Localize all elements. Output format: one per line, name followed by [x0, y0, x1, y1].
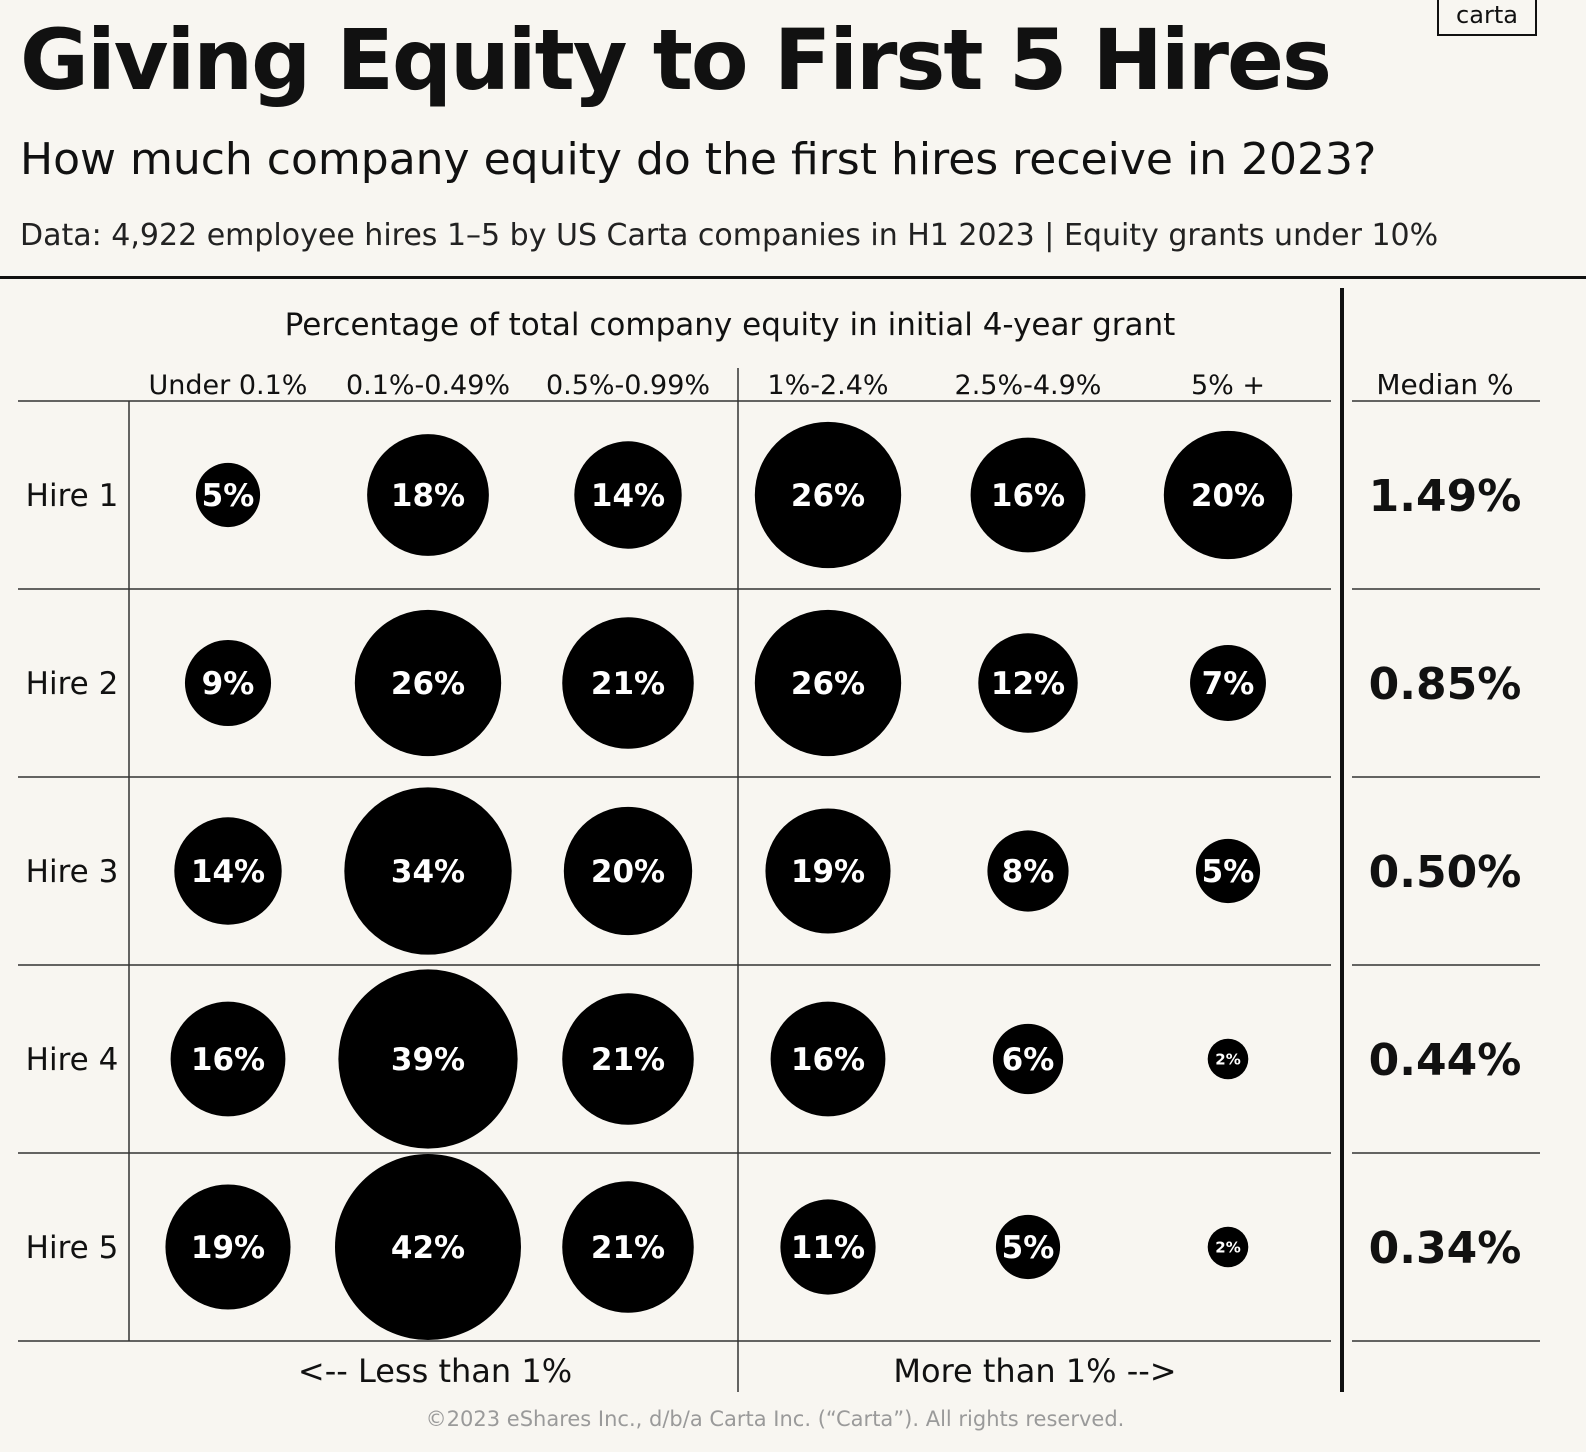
bubbles: 5% 18% 14% 26% 16% 20% 9% 26% 21% 26% 12% 7% 14% 34% 2…	[165, 421, 1293, 1340]
carta-logo: carta	[1437, 0, 1537, 36]
bubble	[165, 1184, 291, 1310]
median-value: 1.49%	[1369, 471, 1522, 522]
bubble-label: 5%	[1202, 854, 1255, 890]
bubble-label: 39%	[391, 1042, 465, 1078]
bubble-label: 16%	[791, 1042, 865, 1078]
bubble	[170, 1001, 286, 1117]
bubble	[1207, 1038, 1249, 1080]
bubble	[1195, 838, 1261, 904]
column-header: 0.5%-0.99%	[546, 370, 710, 401]
bubble	[354, 609, 502, 757]
median-value: 0.44%	[1369, 1035, 1522, 1086]
bubble	[770, 1001, 886, 1117]
bubble-label: 11%	[791, 1230, 865, 1266]
bubble-label: 20%	[591, 854, 665, 890]
bubble-label: 16%	[991, 478, 1065, 514]
bubble	[338, 969, 518, 1149]
column-headers: Under 0.1% 0.1%-0.49% 0.5%-0.99% 1%-2.4% 2.5…	[149, 370, 1265, 401]
bubble	[780, 1199, 876, 1295]
column-header: 5% +	[1191, 370, 1265, 401]
bubble-label: 21%	[591, 1042, 665, 1078]
row-labels: Hire 1 Hire 2 Hire 3 Hire 4 Hire 5	[26, 478, 119, 1266]
bubble-label: 14%	[191, 854, 265, 890]
more-than-1-label: More than 1% -->	[893, 1352, 1176, 1390]
bubble	[1207, 1226, 1249, 1268]
bubble-label: 8%	[1002, 854, 1055, 890]
bubble	[563, 806, 693, 936]
bubble-label: 6%	[1002, 1042, 1055, 1078]
column-header: 1%-2.4%	[767, 370, 888, 401]
bubble-label: 5%	[202, 478, 255, 514]
bubble-label: 18%	[391, 478, 465, 514]
bubble	[562, 993, 694, 1125]
column-header: Under 0.1%	[149, 370, 308, 401]
bubble	[754, 609, 902, 757]
bubble	[995, 1214, 1061, 1280]
bubble	[970, 437, 1086, 553]
bubble-label: 26%	[791, 666, 865, 702]
bubble-label: 26%	[391, 666, 465, 702]
bubble	[335, 1154, 521, 1340]
bubble-label: 19%	[191, 1230, 265, 1266]
bubble-label: 7%	[1202, 666, 1255, 702]
row-label: Hire 2	[26, 666, 119, 702]
bubble	[195, 462, 261, 528]
data-source-note: Data: 4,922 employee hires 1–5 by US Car…	[20, 218, 1439, 253]
bubble	[987, 830, 1069, 912]
less-than-1-label: <-- Less than 1%	[298, 1352, 572, 1390]
bubble-label: 16%	[191, 1042, 265, 1078]
median-values: 1.49% 0.85% 0.50% 0.44% 0.34%	[1369, 471, 1522, 1274]
header-divider	[0, 276, 1586, 279]
bubble-label: 34%	[391, 854, 465, 890]
row-label: Hire 5	[26, 1230, 119, 1266]
bubble	[1190, 645, 1266, 721]
median-column-header: Median %	[1376, 368, 1513, 401]
bubble	[992, 1023, 1064, 1095]
copyright-notice: ©2023 eShares Inc., d/b/a Carta Inc. (“C…	[425, 1407, 1125, 1431]
page-subtitle: How much company equity do the first hir…	[20, 134, 1377, 185]
column-group-title: Percentage of total company equity in in…	[285, 307, 1176, 343]
bubble-label: 12%	[991, 666, 1065, 702]
page-title: Giving Equity to First 5 Hires	[20, 11, 1332, 109]
column-header: 2.5%-4.9%	[955, 370, 1102, 401]
bubble-label: 2%	[1215, 1238, 1240, 1256]
row-label: Hire 3	[26, 854, 119, 890]
bubble	[574, 441, 682, 549]
median-value: 0.85%	[1369, 659, 1522, 710]
bubble-label: 21%	[591, 1230, 665, 1266]
bubble	[754, 421, 902, 569]
bubble-label: 9%	[202, 666, 255, 702]
bubble	[174, 817, 282, 925]
bubble	[562, 1181, 694, 1313]
bubble	[765, 808, 891, 934]
median-value: 0.34%	[1369, 1223, 1522, 1274]
column-header: 0.1%-0.49%	[346, 370, 510, 401]
bubble-label: 20%	[1191, 478, 1265, 514]
bubble	[1163, 430, 1293, 560]
bubble	[562, 617, 694, 749]
row-label: Hire 1	[26, 478, 119, 514]
bubble	[184, 639, 272, 727]
bubble	[978, 633, 1078, 733]
bubble-label: 21%	[591, 666, 665, 702]
bubble-label: 2%	[1215, 1050, 1240, 1068]
bubble-label: 19%	[791, 854, 865, 890]
bubble-label: 5%	[1002, 1230, 1055, 1266]
bubble-label: 42%	[391, 1230, 465, 1266]
bubble-label: 26%	[791, 478, 865, 514]
bubble-label: 14%	[591, 478, 665, 514]
bubble	[344, 787, 512, 955]
row-label: Hire 4	[26, 1042, 119, 1078]
chart-grid	[18, 288, 1540, 1392]
median-value: 0.50%	[1369, 847, 1522, 898]
bubble	[367, 434, 489, 556]
